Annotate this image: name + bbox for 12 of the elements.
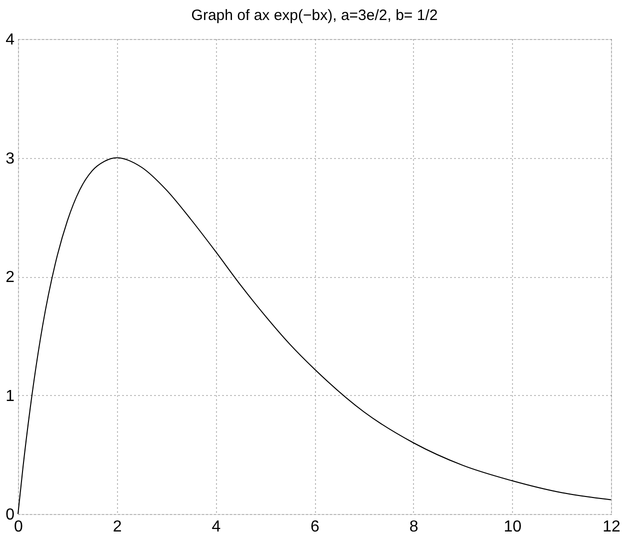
chart-title: Graph of ax exp(−bx), a=3e/2, b= 1/2	[191, 7, 438, 24]
x-tick-label: 2	[112, 518, 122, 536]
y-tick-label: 1	[6, 388, 15, 405]
x-tick-label: 4	[212, 518, 221, 536]
y-tick-label: 2	[6, 269, 15, 286]
x-tick-label: 6	[310, 518, 320, 536]
y-tick-label: 4	[6, 32, 15, 48]
y-tick-label: 0	[6, 506, 15, 524]
x-tick-label: 8	[409, 518, 418, 536]
x-tick-label: 12	[602, 518, 620, 536]
x-tick-label: 10	[504, 518, 522, 536]
y-tick-label: 3	[6, 150, 15, 168]
